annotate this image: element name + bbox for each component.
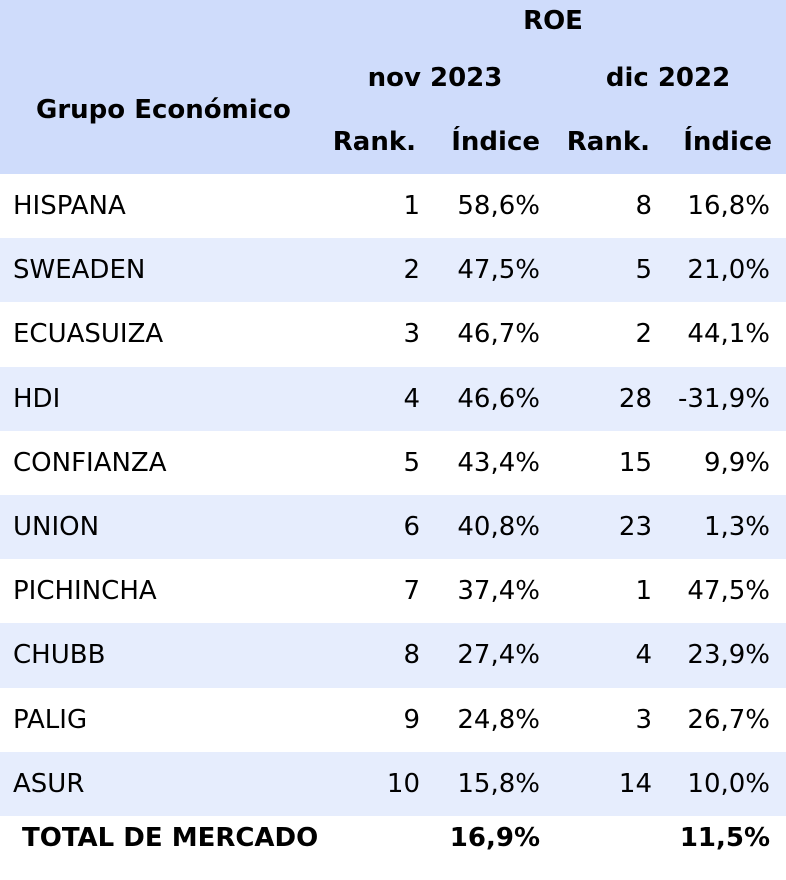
table-body: HISPANA 1 58,6% 8 16,8% SWEADEN 2 47,5% … [0,174,786,816]
total-rank-1-blank [320,815,430,860]
period-1-header: nov 2023 [320,46,550,110]
row-rank-2: 14 [550,751,662,816]
metric-title: ROE [320,0,786,46]
total-label: TOTAL DE MERCADO [0,815,320,860]
total-index-1: 16,9% [430,815,550,860]
row-rank-1: 7 [320,559,430,624]
roe-ranking-table: ROE Grupo Económico nov 2023 dic 2022 Ra… [0,0,786,860]
row-name: CHUBB [0,623,320,688]
period-2-rank-header: Rank. [550,110,662,174]
total-rank-2-blank [550,815,662,860]
row-rank-2: 2 [550,302,662,367]
row-rank-2: 1 [550,559,662,624]
row-index-2: 26,7% [662,687,786,752]
row-index-1: 43,4% [430,430,550,495]
row-index-2: 23,9% [662,623,786,688]
table-row: HISPANA 1 58,6% 8 16,8% [0,174,786,239]
row-rank-1: 4 [320,366,430,431]
row-rank-2: 23 [550,494,662,560]
row-index-2: 21,0% [662,238,786,303]
table-row: PICHINCHA 7 37,4% 1 47,5% [0,559,786,624]
row-index-2: 44,1% [662,302,786,367]
row-name: UNION [0,494,320,560]
row-name: ECUASUIZA [0,302,320,367]
row-rank-1: 5 [320,430,430,495]
table-row: HDI 4 46,6% 28 -31,9% [0,366,786,431]
row-name: PICHINCHA [0,559,320,624]
table-row: UNION 6 40,8% 23 1,3% [0,494,786,560]
row-name: ASUR [0,751,320,816]
row-name: HDI [0,366,320,431]
row-index-2: 10,0% [662,751,786,816]
row-rank-2: 3 [550,687,662,752]
row-rank-1: 8 [320,623,430,688]
table-footer: TOTAL DE MERCADO 16,9% 11,5% [0,815,786,860]
row-index-1: 27,4% [430,623,550,688]
total-row: TOTAL DE MERCADO 16,9% 11,5% [0,815,786,860]
header-blank [0,0,320,46]
row-index-1: 40,8% [430,494,550,560]
row-rank-2: 4 [550,623,662,688]
row-index-1: 46,6% [430,366,550,431]
row-name: CONFIANZA [0,430,320,495]
row-index-1: 47,5% [430,238,550,303]
row-rank-1: 1 [320,174,430,239]
table-row: PALIG 9 24,8% 3 26,7% [0,687,786,752]
row-index-2: 16,8% [662,174,786,239]
total-index-2: 11,5% [662,815,786,860]
row-index-1: 46,7% [430,302,550,367]
row-rank-1: 6 [320,494,430,560]
row-rank-2: 15 [550,430,662,495]
row-index-2: 47,5% [662,559,786,624]
table-row: CHUBB 8 27,4% 4 23,9% [0,623,786,688]
row-rank-1: 9 [320,687,430,752]
row-rank-2: 5 [550,238,662,303]
row-index-1: 37,4% [430,559,550,624]
row-index-2: 1,3% [662,494,786,560]
period-2-header: dic 2022 [550,46,786,110]
row-name: HISPANA [0,174,320,239]
row-index-1: 24,8% [430,687,550,752]
row-index-2: -31,9% [662,366,786,431]
row-name: PALIG [0,687,320,752]
row-index-1: 15,8% [430,751,550,816]
table-row: SWEADEN 2 47,5% 5 21,0% [0,238,786,303]
group-column-header: Grupo Económico [0,46,320,174]
table-row: ASUR 10 15,8% 14 10,0% [0,751,786,816]
row-name: SWEADEN [0,238,320,303]
row-rank-1: 2 [320,238,430,303]
period-2-index-header: Índice [662,110,786,174]
period-1-index-header: Índice [430,110,550,174]
period-1-rank-header: Rank. [320,110,430,174]
table-row: CONFIANZA 5 43,4% 15 9,9% [0,430,786,495]
row-index-1: 58,6% [430,174,550,239]
row-rank-2: 28 [550,366,662,431]
table-header: ROE Grupo Económico nov 2023 dic 2022 Ra… [0,0,786,174]
row-rank-1: 3 [320,302,430,367]
row-index-2: 9,9% [662,430,786,495]
table-row: ECUASUIZA 3 46,7% 2 44,1% [0,302,786,367]
row-rank-1: 10 [320,751,430,816]
row-rank-2: 8 [550,174,662,239]
